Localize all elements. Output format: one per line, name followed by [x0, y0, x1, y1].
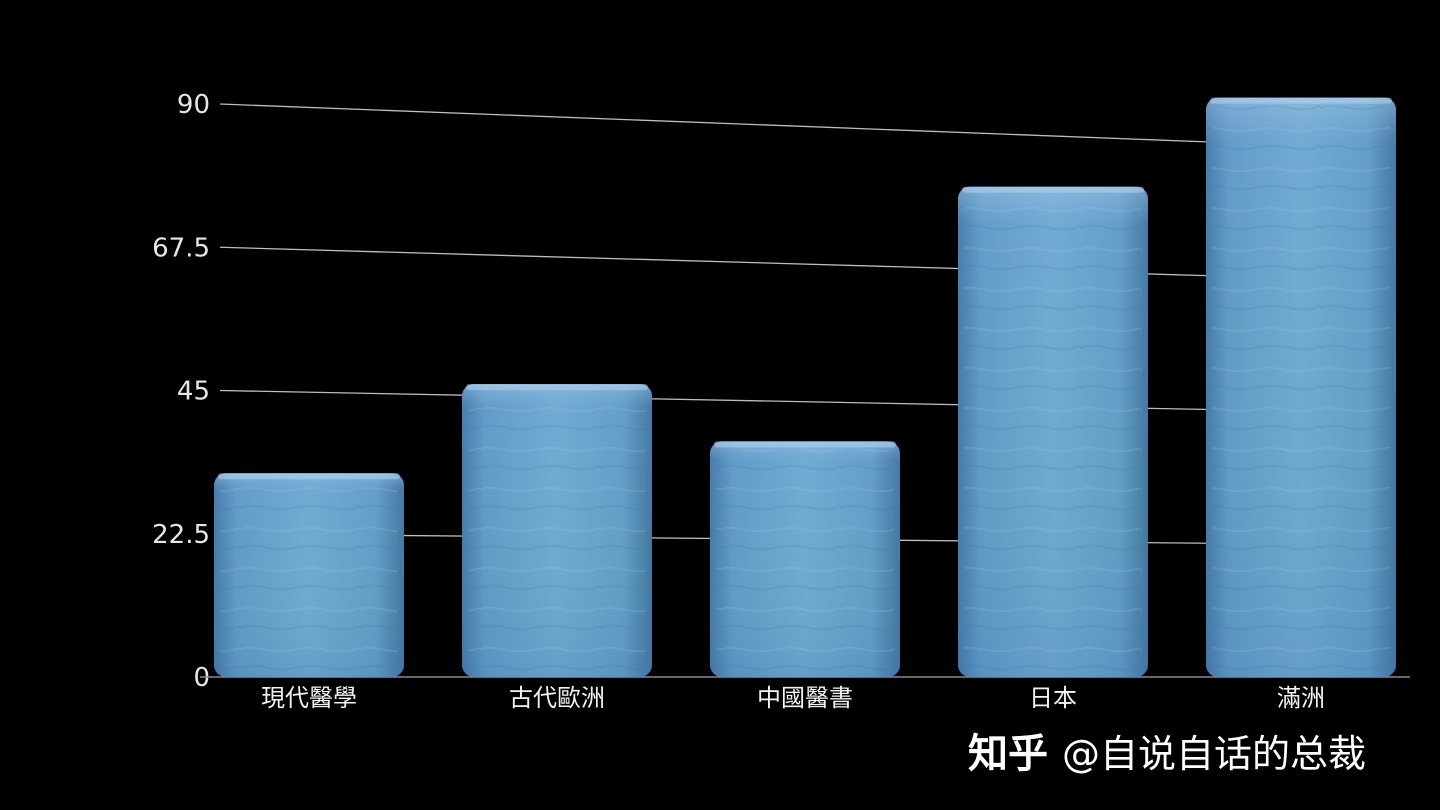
watermark-handle: @自说自话的总裁 [1062, 731, 1367, 776]
x-category-label: 日本 [1029, 684, 1077, 712]
bar [958, 186, 1148, 677]
bar [214, 473, 404, 677]
x-axis-labels: 現代醫學 古代歐洲 中國醫書 日本 滿洲 [261, 684, 1325, 712]
y-axis-ticks: 0 22.5 45 67.5 90 [152, 90, 210, 693]
bars [214, 97, 1396, 678]
watermark: 知乎 @自说自话的总裁 [968, 722, 1366, 778]
bar [710, 441, 900, 677]
bar [1206, 97, 1396, 678]
x-category-label: 滿洲 [1277, 684, 1325, 712]
grid-line [219, 103, 1211, 143]
y-tick-label: 22.5 [152, 520, 210, 550]
x-category-label: 古代歐洲 [509, 684, 605, 712]
y-tick-label: 67.5 [152, 233, 210, 263]
x-category-label: 中國醫書 [757, 684, 853, 712]
y-tick-label: 90 [177, 90, 210, 120]
y-tick-label: 0 [193, 663, 210, 693]
bar [462, 384, 652, 677]
watermark-logo: 知乎 [968, 731, 1048, 777]
x-category-label: 現代醫學 [261, 684, 357, 712]
y-tick-label: 45 [177, 377, 210, 407]
